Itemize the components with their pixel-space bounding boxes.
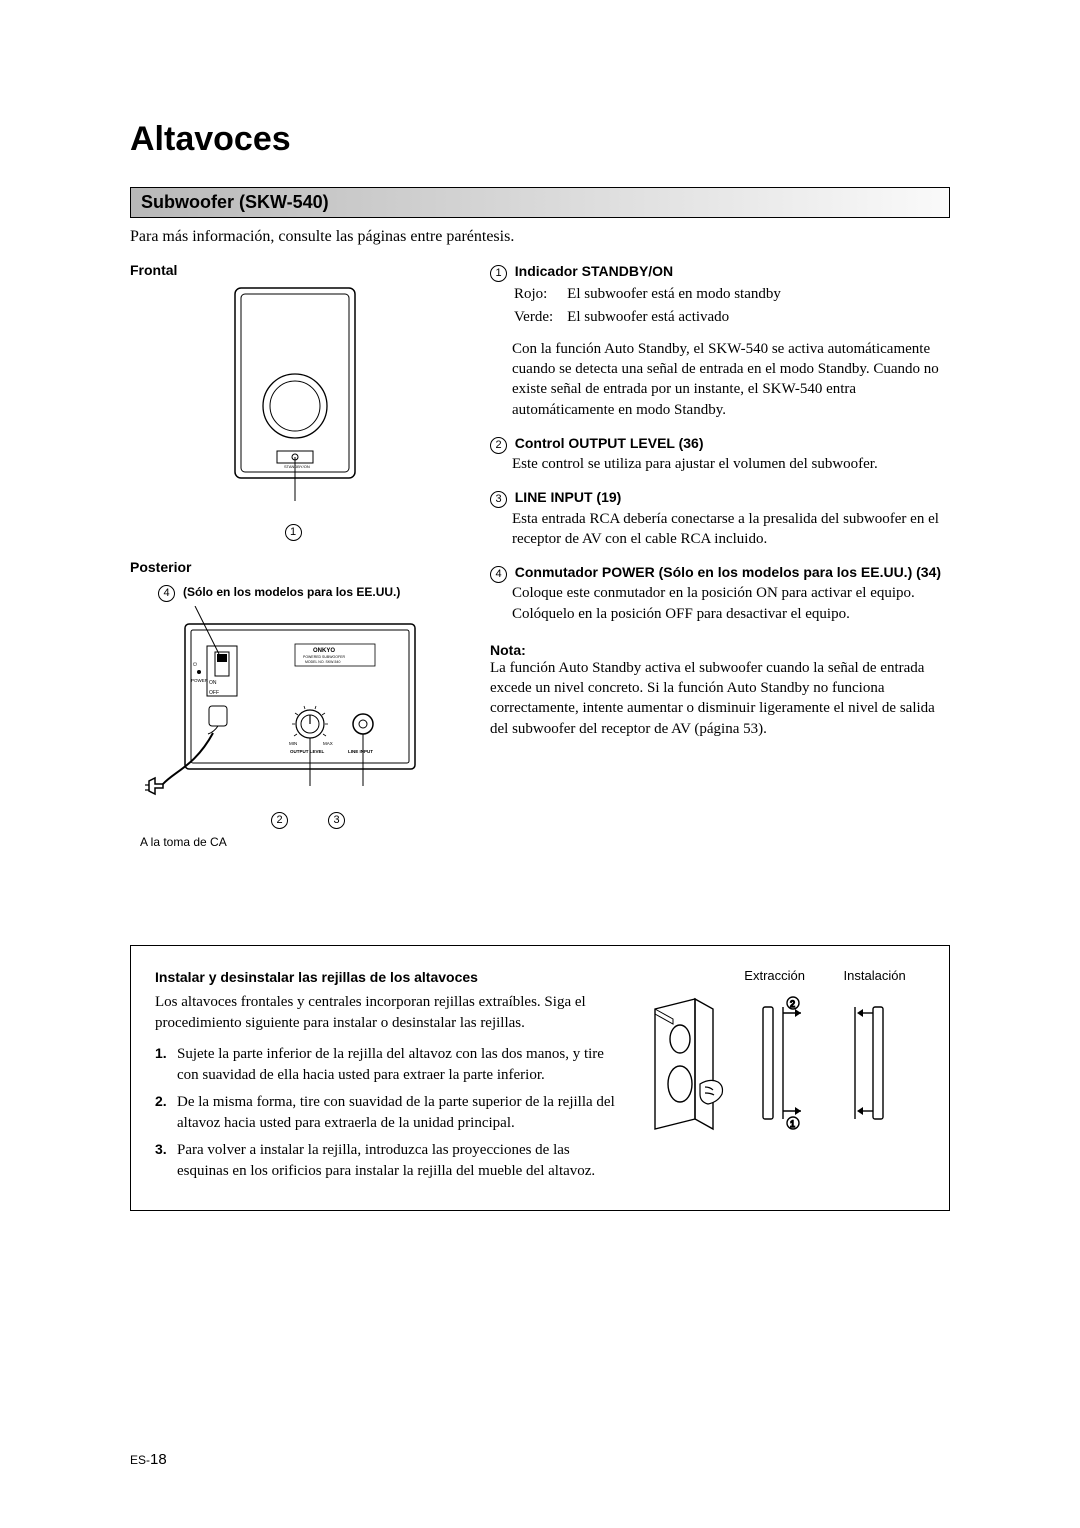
grille-text-column: Instalar y desinstalar las rejillas de l… (155, 968, 621, 1188)
item-4-title: Conmutador POWER (Sólo en los modelos pa… (515, 564, 941, 580)
item-2-num-icon: 2 (490, 437, 507, 454)
grille-install-diagram: 2 1 (645, 989, 925, 1139)
item-1-standby-indicator: 1 Indicador STANDBY/ON Rojo:El subwoofer… (490, 262, 950, 420)
page-number: ES-18 (130, 1451, 167, 1468)
item-3-num-icon: 3 (490, 491, 507, 508)
grille-intro: Los altavoces frontales y centrales inco… (155, 992, 621, 1034)
posterior-label: Posterior (130, 559, 460, 575)
svg-text:OFF: OFF (209, 690, 219, 696)
us-only-callout-text: (Sólo en los modelos para los EE.UU.) (183, 585, 400, 599)
item-3-line-input: 3 LINE INPUT (19) Esta entrada RCA deber… (490, 488, 950, 549)
power-label: ⏻ (193, 662, 197, 668)
item-2-body: Este control se utiliza para ajustar el … (512, 454, 950, 474)
svg-text:ON: ON (209, 680, 217, 686)
grille-step-2: 2.De la misma forma, tire con suavidad d… (155, 1092, 621, 1134)
svg-text:OUTPUT LEVEL: OUTPUT LEVEL (290, 749, 325, 754)
svg-text:1: 1 (790, 1119, 795, 1129)
callout-1-icon: 1 (285, 524, 302, 541)
svg-text:MAX: MAX (323, 741, 333, 746)
callout-3-icon: 3 (328, 812, 345, 829)
right-description-column: 1 Indicador STANDBY/ON Rojo:El subwoofer… (490, 262, 950, 849)
two-column-layout: Frontal STANDBY/ON 1 Posterior 4 (Sólo e… (130, 262, 950, 849)
subwoofer-rear-diagram: ON OFF ⏻ POWER ONKYO POWERED SUBWOOFER M… (145, 606, 445, 806)
item-4-num-icon: 4 (490, 566, 507, 583)
frontal-label: Frontal (130, 262, 460, 278)
grille-step-1: 1.Sujete la parte inferior de la rejilla… (155, 1044, 621, 1086)
svg-text:MODEL NO. SKW-540: MODEL NO. SKW-540 (305, 660, 340, 664)
svg-text:POWERED SUBWOOFER: POWERED SUBWOOFER (303, 655, 345, 659)
item-2-output-level: 2 Control OUTPUT LEVEL (36) Este control… (490, 434, 950, 475)
item-1-extra-text: Con la función Auto Standby, el SKW-540 … (512, 339, 950, 420)
item-3-body: Esta entrada RCA debería conectarse a la… (512, 509, 950, 550)
left-diagram-column: Frontal STANDBY/ON 1 Posterior 4 (Sólo e… (130, 262, 460, 849)
manual-page: Altavoces Subwoofer (SKW-540) Para más i… (0, 0, 1080, 1528)
page-title: Altavoces (130, 120, 950, 159)
item-1-title: Indicador STANDBY/ON (515, 263, 673, 279)
installation-label: Instalación (844, 968, 906, 983)
grille-instructions-box: Instalar y desinstalar las rejillas de l… (130, 945, 950, 1211)
grille-step-3: 3.Para volver a instalar la rejilla, int… (155, 1140, 621, 1182)
item-4-power-switch: 4 Conmutador POWER (Sólo en los modelos … (490, 563, 950, 624)
grille-diagram-column: Extracción Instalación (645, 968, 925, 1188)
svg-text:LINE INPUT: LINE INPUT (348, 749, 373, 754)
callout-4-icon: 4 (158, 585, 175, 602)
grille-steps-list: 1.Sujete la parte inferior de la rejilla… (155, 1044, 621, 1182)
nota-label: Nota: (490, 642, 950, 658)
callout-2-icon: 2 (271, 812, 288, 829)
item-4-body: Coloque este conmutador en la posición O… (512, 583, 950, 624)
svg-text:ONKYO: ONKYO (313, 648, 335, 654)
item-3-title: LINE INPUT (19) (515, 489, 622, 505)
item-2-title: Control OUTPUT LEVEL (36) (515, 435, 704, 451)
section-heading-bar: Subwoofer (SKW-540) (130, 187, 950, 218)
svg-text:POWER: POWER (191, 678, 209, 683)
item-1-color-table: Rojo:El subwoofer está en modo standby V… (512, 282, 783, 329)
svg-text:2: 2 (790, 999, 795, 1009)
svg-text:MIN: MIN (289, 741, 297, 746)
extraction-label: Extracción (744, 968, 805, 983)
nota-body: La función Auto Standby activa el subwoo… (490, 658, 950, 739)
intro-text: Para más información, consulte las págin… (130, 228, 950, 246)
ac-outlet-label: A la toma de CA (140, 835, 460, 849)
grille-title: Instalar y desinstalar las rejillas de l… (155, 968, 621, 988)
svg-text:STANDBY/ON: STANDBY/ON (284, 464, 310, 469)
item-1-num-icon: 1 (490, 265, 507, 282)
subwoofer-front-diagram: STANDBY/ON (215, 286, 375, 516)
